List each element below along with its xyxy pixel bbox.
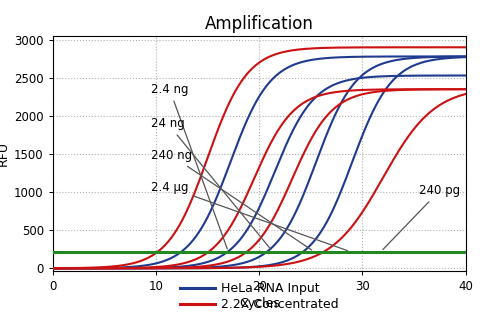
Y-axis label: RFU: RFU bbox=[0, 141, 10, 166]
Text: 24 ng: 24 ng bbox=[151, 117, 271, 249]
Text: 240 ng: 240 ng bbox=[151, 149, 312, 250]
X-axis label: Cycles: Cycles bbox=[239, 297, 280, 310]
Text: 2.4 μg: 2.4 μg bbox=[151, 181, 348, 251]
Legend: HeLa RNA Input, 2.2X Concentrated: HeLa RNA Input, 2.2X Concentrated bbox=[175, 277, 344, 317]
Text: 240 pg: 240 pg bbox=[383, 184, 460, 249]
Title: Amplification: Amplification bbox=[205, 15, 313, 33]
Text: 2.4 ng: 2.4 ng bbox=[151, 83, 228, 249]
